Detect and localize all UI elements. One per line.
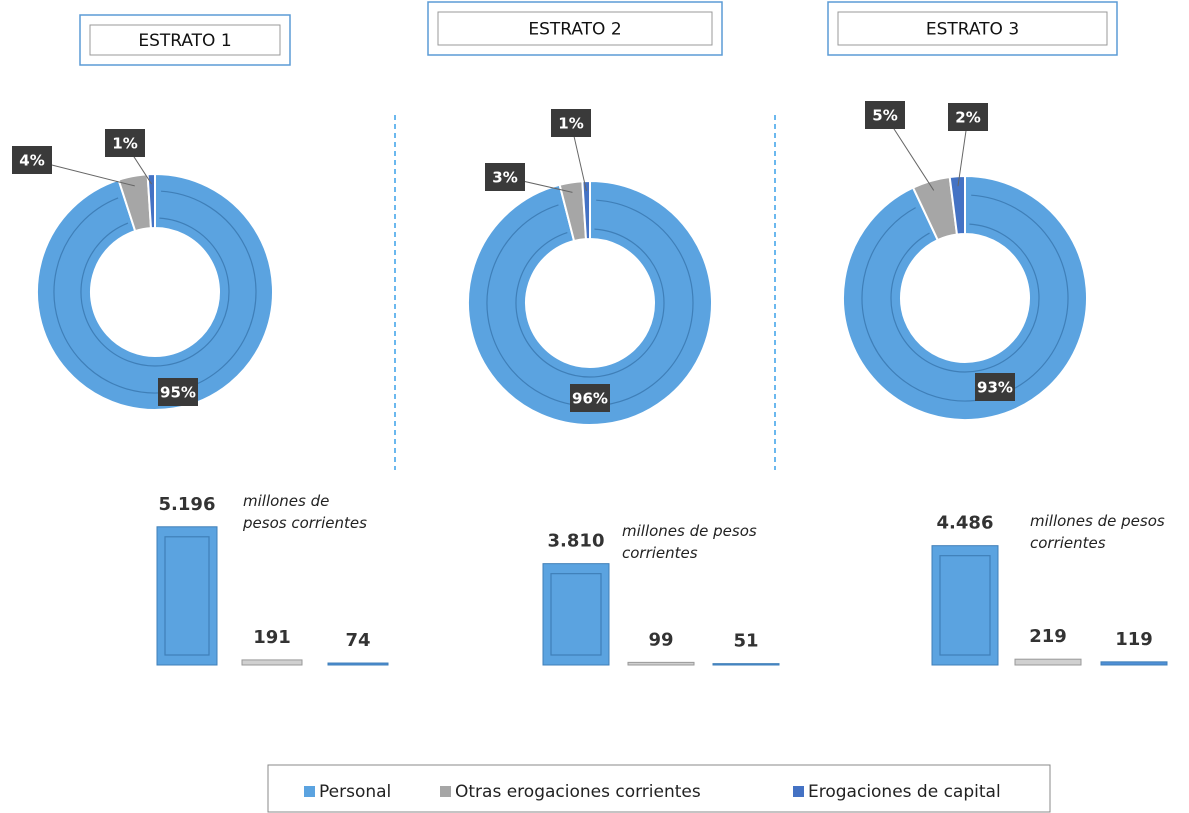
data-label-box bbox=[105, 129, 145, 157]
data-label: 2% bbox=[955, 109, 980, 127]
data-label-box bbox=[570, 384, 610, 412]
donut-slice bbox=[36, 172, 274, 411]
annotation-box: millones de pesos corrientes bbox=[622, 522, 757, 562]
data-label: 96% bbox=[572, 390, 608, 408]
bar-value-label: 4.486 bbox=[937, 513, 994, 534]
bar-value-label: 99 bbox=[648, 629, 673, 650]
annotation: millones de pesos corrientes bbox=[622, 522, 757, 562]
title: ESTRATO 3 bbox=[926, 20, 1019, 40]
bar bbox=[542, 563, 610, 666]
slice-bevel bbox=[890, 223, 1040, 373]
bar bbox=[931, 545, 999, 666]
legend-box bbox=[267, 764, 1051, 813]
title-inner bbox=[437, 11, 713, 46]
bar bbox=[1100, 661, 1168, 666]
data-label: 93% bbox=[977, 379, 1013, 397]
data-label-box bbox=[158, 378, 198, 406]
bar bbox=[627, 661, 695, 666]
bar-value-label: 74 bbox=[345, 630, 370, 651]
slice-bevel bbox=[80, 217, 230, 367]
data-label: 1% bbox=[558, 115, 583, 133]
annotation-box: millones de pesos corrientes bbox=[1030, 512, 1165, 552]
bar bbox=[712, 663, 780, 666]
data-label-box bbox=[948, 103, 988, 131]
bar bbox=[327, 662, 389, 666]
bar-value-label: 119 bbox=[1115, 629, 1153, 650]
donut-slice bbox=[146, 172, 156, 230]
bar bbox=[1014, 658, 1082, 666]
bar-value-label: 51 bbox=[733, 631, 758, 652]
slice-bevel bbox=[515, 228, 665, 378]
data-label-box bbox=[12, 146, 52, 174]
bar-bevel bbox=[164, 536, 210, 656]
legend-label: Erogaciones de capital bbox=[808, 782, 1001, 802]
legend-swatch bbox=[440, 786, 451, 797]
data-label: 3% bbox=[492, 169, 517, 187]
annotation: millones de pesos corrientes bbox=[1030, 512, 1165, 552]
bar-value-label: 219 bbox=[1029, 626, 1067, 647]
data-label: 95% bbox=[160, 384, 196, 402]
donut-slice bbox=[467, 179, 713, 426]
bar-value-label: 191 bbox=[253, 627, 291, 648]
title: ESTRATO 1 bbox=[138, 31, 231, 51]
data-label-box bbox=[975, 373, 1015, 401]
data-label-box bbox=[865, 101, 905, 129]
data-label: 4% bbox=[19, 152, 44, 170]
annotation: millones de pesos corrientes bbox=[243, 492, 367, 532]
bar-bevel bbox=[939, 555, 991, 656]
data-label: 1% bbox=[112, 135, 137, 153]
data-label-box bbox=[551, 109, 591, 137]
legend-swatch bbox=[793, 786, 804, 797]
legend-label: Personal bbox=[319, 782, 391, 802]
legend-swatch bbox=[304, 786, 315, 797]
bar bbox=[241, 659, 303, 666]
bar-value-label: 5.196 bbox=[159, 494, 216, 515]
data-label: 5% bbox=[872, 107, 897, 125]
title-inner bbox=[837, 11, 1108, 46]
data-label-box bbox=[485, 163, 525, 191]
title: ESTRATO 2 bbox=[528, 20, 621, 40]
legend-label: Otras erogaciones corrientes bbox=[455, 782, 701, 802]
bar bbox=[156, 526, 218, 666]
donut-slice bbox=[581, 179, 591, 241]
bar-bevel bbox=[550, 573, 602, 656]
donut-slice bbox=[948, 174, 966, 236]
annotation-box: millones de pesos corrientes bbox=[243, 492, 367, 532]
donut-slice bbox=[842, 174, 1088, 421]
bar-value-label: 3.810 bbox=[548, 531, 605, 552]
title-inner bbox=[89, 24, 281, 56]
